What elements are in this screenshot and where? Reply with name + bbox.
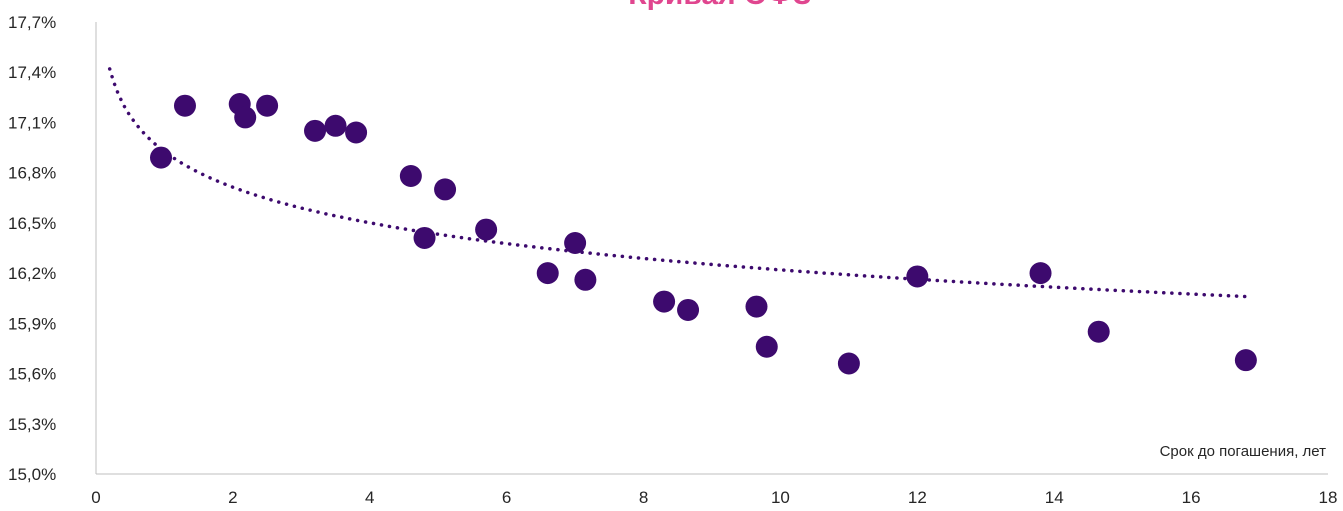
x-tick-label: 16 — [1182, 488, 1201, 507]
y-tick-label: 16,5% — [8, 214, 56, 233]
data-point — [574, 268, 597, 291]
x-tick-labels: 0 2 4 6 8 10 12 14 16 18 — [91, 488, 1337, 507]
x-axis-title: Срок до погашения, лет — [1160, 443, 1327, 460]
data-point — [256, 94, 279, 117]
y-tick-label: 17,1% — [8, 113, 56, 132]
x-tick-label: 10 — [771, 488, 790, 507]
data-point — [1029, 262, 1052, 285]
x-tick-label: 0 — [91, 488, 100, 507]
data-point — [475, 218, 498, 241]
y-tick-label: 15,3% — [8, 415, 56, 434]
x-tick-label: 8 — [639, 488, 648, 507]
trendline — [107, 67, 1248, 299]
data-point — [304, 119, 327, 142]
y-tick-labels: 15,0% 15,3% 15,6% 15,9% 16,2% 16,5% 16,8% 17,1%… — [8, 13, 56, 484]
data-point — [234, 106, 257, 129]
x-tick-label: 6 — [502, 488, 511, 507]
data-points — [150, 93, 1257, 375]
data-point — [745, 295, 768, 318]
x-tick-label: 4 — [365, 488, 374, 507]
trendline-path — [107, 67, 1248, 299]
data-point — [1234, 349, 1257, 372]
data-point — [413, 226, 436, 249]
data-point — [906, 265, 929, 288]
data-point — [173, 94, 196, 117]
x-tick-label: 12 — [908, 488, 927, 507]
data-point — [324, 114, 347, 137]
x-tick-label: 2 — [228, 488, 237, 507]
chart-title: Кривая ОФЗ — [628, 0, 811, 11]
data-point — [653, 290, 676, 313]
y-tick-label: 17,7% — [8, 13, 56, 32]
data-point — [345, 121, 368, 144]
data-point — [755, 335, 778, 358]
y-tick-label: 15,9% — [8, 314, 56, 333]
data-point — [677, 298, 700, 321]
y-tick-label: 15,0% — [8, 465, 56, 484]
data-point — [564, 231, 587, 254]
data-point — [837, 352, 860, 375]
y-tick-label: 15,6% — [8, 365, 56, 384]
x-tick-label: 14 — [1045, 488, 1064, 507]
data-point — [536, 262, 559, 285]
data-point — [399, 165, 422, 188]
y-tick-label: 16,2% — [8, 264, 56, 283]
y-tick-label: 16,8% — [8, 164, 56, 183]
x-tick-label: 18 — [1319, 488, 1338, 507]
data-point — [434, 178, 457, 201]
data-point — [1087, 320, 1110, 343]
data-point — [150, 146, 173, 169]
y-tick-label: 17,4% — [8, 63, 56, 82]
